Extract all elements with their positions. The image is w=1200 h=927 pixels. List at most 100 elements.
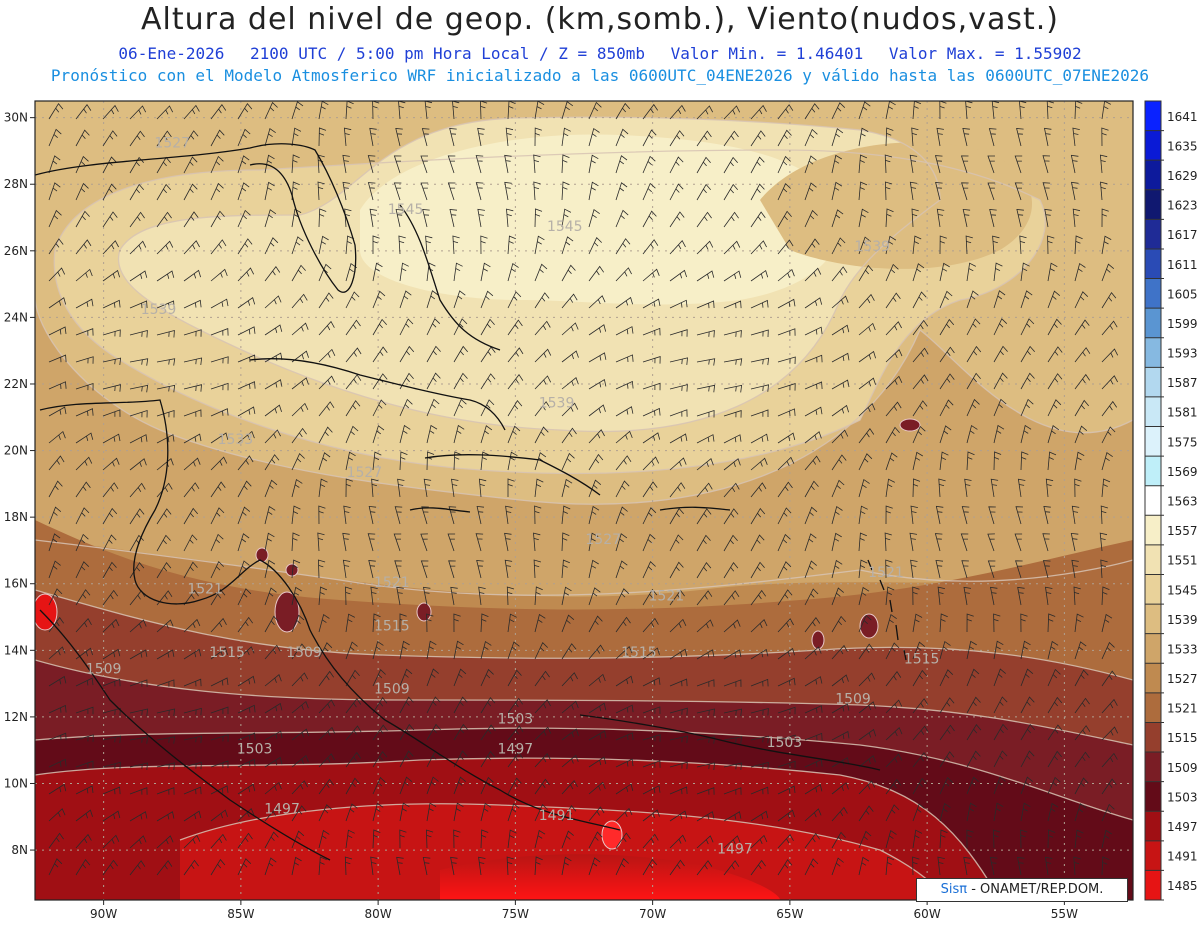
wind-barb bbox=[237, 209, 251, 228]
wind-barb bbox=[480, 829, 489, 849]
wind-barb bbox=[669, 357, 688, 365]
wind-barb bbox=[396, 856, 404, 876]
wind-barb bbox=[399, 372, 414, 390]
wind-barb bbox=[1101, 829, 1113, 849]
wind-barb bbox=[183, 648, 202, 660]
lon-tick-label: 80W bbox=[365, 907, 392, 921]
wind-barb bbox=[669, 104, 686, 120]
wind-barb bbox=[1047, 640, 1059, 660]
wind-barb bbox=[478, 586, 486, 606]
wind-barb bbox=[318, 856, 327, 876]
wind-barb bbox=[750, 384, 769, 392]
wind-barb bbox=[588, 806, 605, 822]
wind-barb bbox=[210, 561, 224, 579]
wind-barb bbox=[156, 762, 175, 770]
wind-barb bbox=[129, 649, 148, 660]
wind-barb bbox=[696, 649, 715, 660]
wind-barb bbox=[393, 533, 402, 552]
wind-barb bbox=[696, 508, 712, 525]
wind-barb bbox=[561, 377, 579, 390]
wind-barb bbox=[669, 299, 688, 309]
wind-barb bbox=[642, 833, 659, 849]
wind-barb bbox=[990, 478, 999, 498]
wind-barb bbox=[318, 505, 326, 525]
wind-barb bbox=[210, 129, 225, 147]
wind-barb bbox=[669, 534, 684, 552]
wind-barb bbox=[615, 758, 634, 768]
wind-barb bbox=[129, 434, 148, 444]
wind-barb bbox=[453, 750, 468, 768]
wind-barb bbox=[156, 482, 173, 498]
wind-barb bbox=[858, 350, 876, 363]
wind-barb bbox=[372, 235, 380, 254]
wind-barb bbox=[1016, 128, 1024, 147]
wind-barb bbox=[453, 613, 461, 633]
wind-barb bbox=[183, 130, 199, 147]
wind-barb bbox=[183, 678, 202, 687]
wind-barb bbox=[696, 300, 715, 309]
legend-swatch bbox=[1145, 752, 1161, 783]
wind-barb bbox=[804, 326, 823, 336]
wind-barb bbox=[48, 209, 62, 228]
wind-barb bbox=[264, 101, 278, 120]
wind-barb bbox=[831, 479, 845, 498]
wind-barb bbox=[615, 267, 632, 282]
wind-barb bbox=[1074, 613, 1084, 633]
wind-barb bbox=[993, 318, 1008, 336]
wind-barb bbox=[507, 451, 518, 471]
wind-barb bbox=[48, 858, 63, 876]
wind-barb bbox=[642, 382, 661, 391]
wind-barb bbox=[48, 128, 62, 147]
wind-barb bbox=[534, 320, 551, 336]
wind-barb bbox=[453, 802, 464, 822]
wind-barb bbox=[399, 318, 414, 336]
legend-label: 1629 bbox=[1167, 169, 1198, 183]
wind-barb bbox=[183, 786, 202, 795]
wind-barb bbox=[831, 532, 842, 552]
wind-barb bbox=[831, 295, 849, 309]
wind-barb bbox=[966, 640, 977, 660]
wind-barb bbox=[912, 451, 924, 471]
legend-swatch bbox=[1145, 219, 1161, 250]
wind-barb bbox=[723, 130, 739, 147]
wind-barb bbox=[475, 155, 484, 174]
wind-barb bbox=[966, 776, 980, 795]
wind-barb bbox=[507, 291, 522, 309]
wind-barb bbox=[885, 478, 895, 498]
wind-barb bbox=[210, 785, 229, 795]
legend-swatch bbox=[1145, 663, 1161, 694]
wind-barb bbox=[183, 507, 199, 525]
wind-barb bbox=[1074, 478, 1082, 498]
wind-barb bbox=[210, 356, 229, 364]
wind-barb bbox=[372, 751, 388, 768]
wind-barb bbox=[345, 725, 362, 741]
wind-barb bbox=[750, 183, 765, 201]
wind-barb bbox=[804, 103, 820, 120]
legend-label: 1635 bbox=[1167, 139, 1198, 153]
wind-barb bbox=[642, 734, 661, 742]
wind-barb bbox=[750, 507, 766, 525]
wind-barb bbox=[264, 128, 276, 147]
wind-barb bbox=[210, 533, 224, 552]
wind-barb bbox=[723, 590, 740, 606]
wind-barb bbox=[561, 559, 570, 579]
wind-barb bbox=[183, 618, 201, 633]
wind-barb bbox=[750, 482, 767, 498]
wind-barb bbox=[156, 679, 175, 687]
wind-barb bbox=[264, 379, 283, 390]
wind-barb bbox=[588, 127, 600, 147]
wind-barb bbox=[264, 505, 276, 525]
wind-barb bbox=[912, 400, 928, 417]
wind-barb bbox=[210, 432, 229, 444]
wind-barb bbox=[534, 726, 552, 741]
wind-barb bbox=[1073, 856, 1081, 876]
wind-barb bbox=[858, 728, 877, 741]
wind-barb bbox=[642, 210, 657, 228]
wind-barb bbox=[237, 267, 255, 282]
wind-barb bbox=[1047, 425, 1060, 444]
wind-barb bbox=[102, 618, 120, 633]
legend-label: 1569 bbox=[1167, 465, 1198, 479]
wind-barb bbox=[669, 589, 685, 606]
wind-barb bbox=[183, 269, 201, 282]
wind-barb bbox=[750, 211, 766, 228]
